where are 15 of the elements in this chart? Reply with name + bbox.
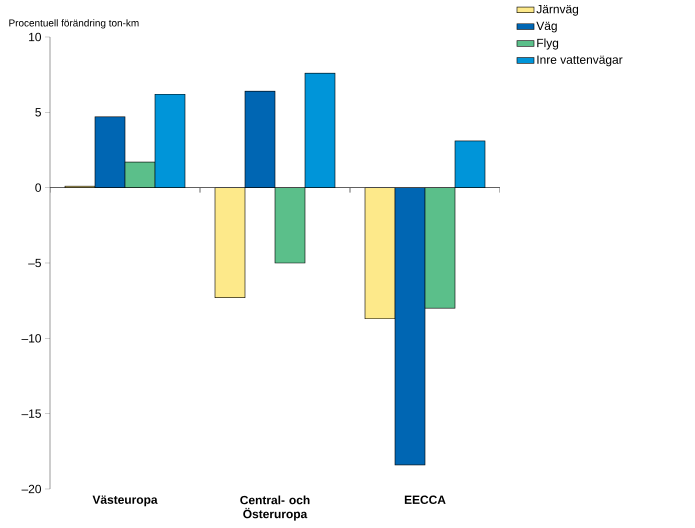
legend-label: Väg bbox=[536, 22, 557, 32]
x-tick-label: EECCA bbox=[404, 496, 446, 504]
y-tick-label: –5 bbox=[28, 258, 41, 268]
x-tick-label: Central- och Österuropa bbox=[240, 496, 310, 521]
legend-label: Järnväg bbox=[536, 5, 578, 16]
y-axis-title: Procentuell förändring ton-km bbox=[9, 19, 139, 28]
y-tick-label: 10 bbox=[29, 32, 42, 42]
x-tick-label: Västeuropa bbox=[92, 496, 158, 506]
y-tick-label: –20 bbox=[22, 484, 42, 494]
y-tick-label: –10 bbox=[22, 334, 42, 343]
y-tick-label: –15 bbox=[22, 410, 41, 418]
y-tick-label: 0 bbox=[35, 183, 42, 192]
legend-label: Flyg bbox=[537, 38, 558, 50]
y-tick-label: 5 bbox=[35, 108, 41, 116]
legend-label: Inre vattenvägar bbox=[537, 56, 622, 66]
